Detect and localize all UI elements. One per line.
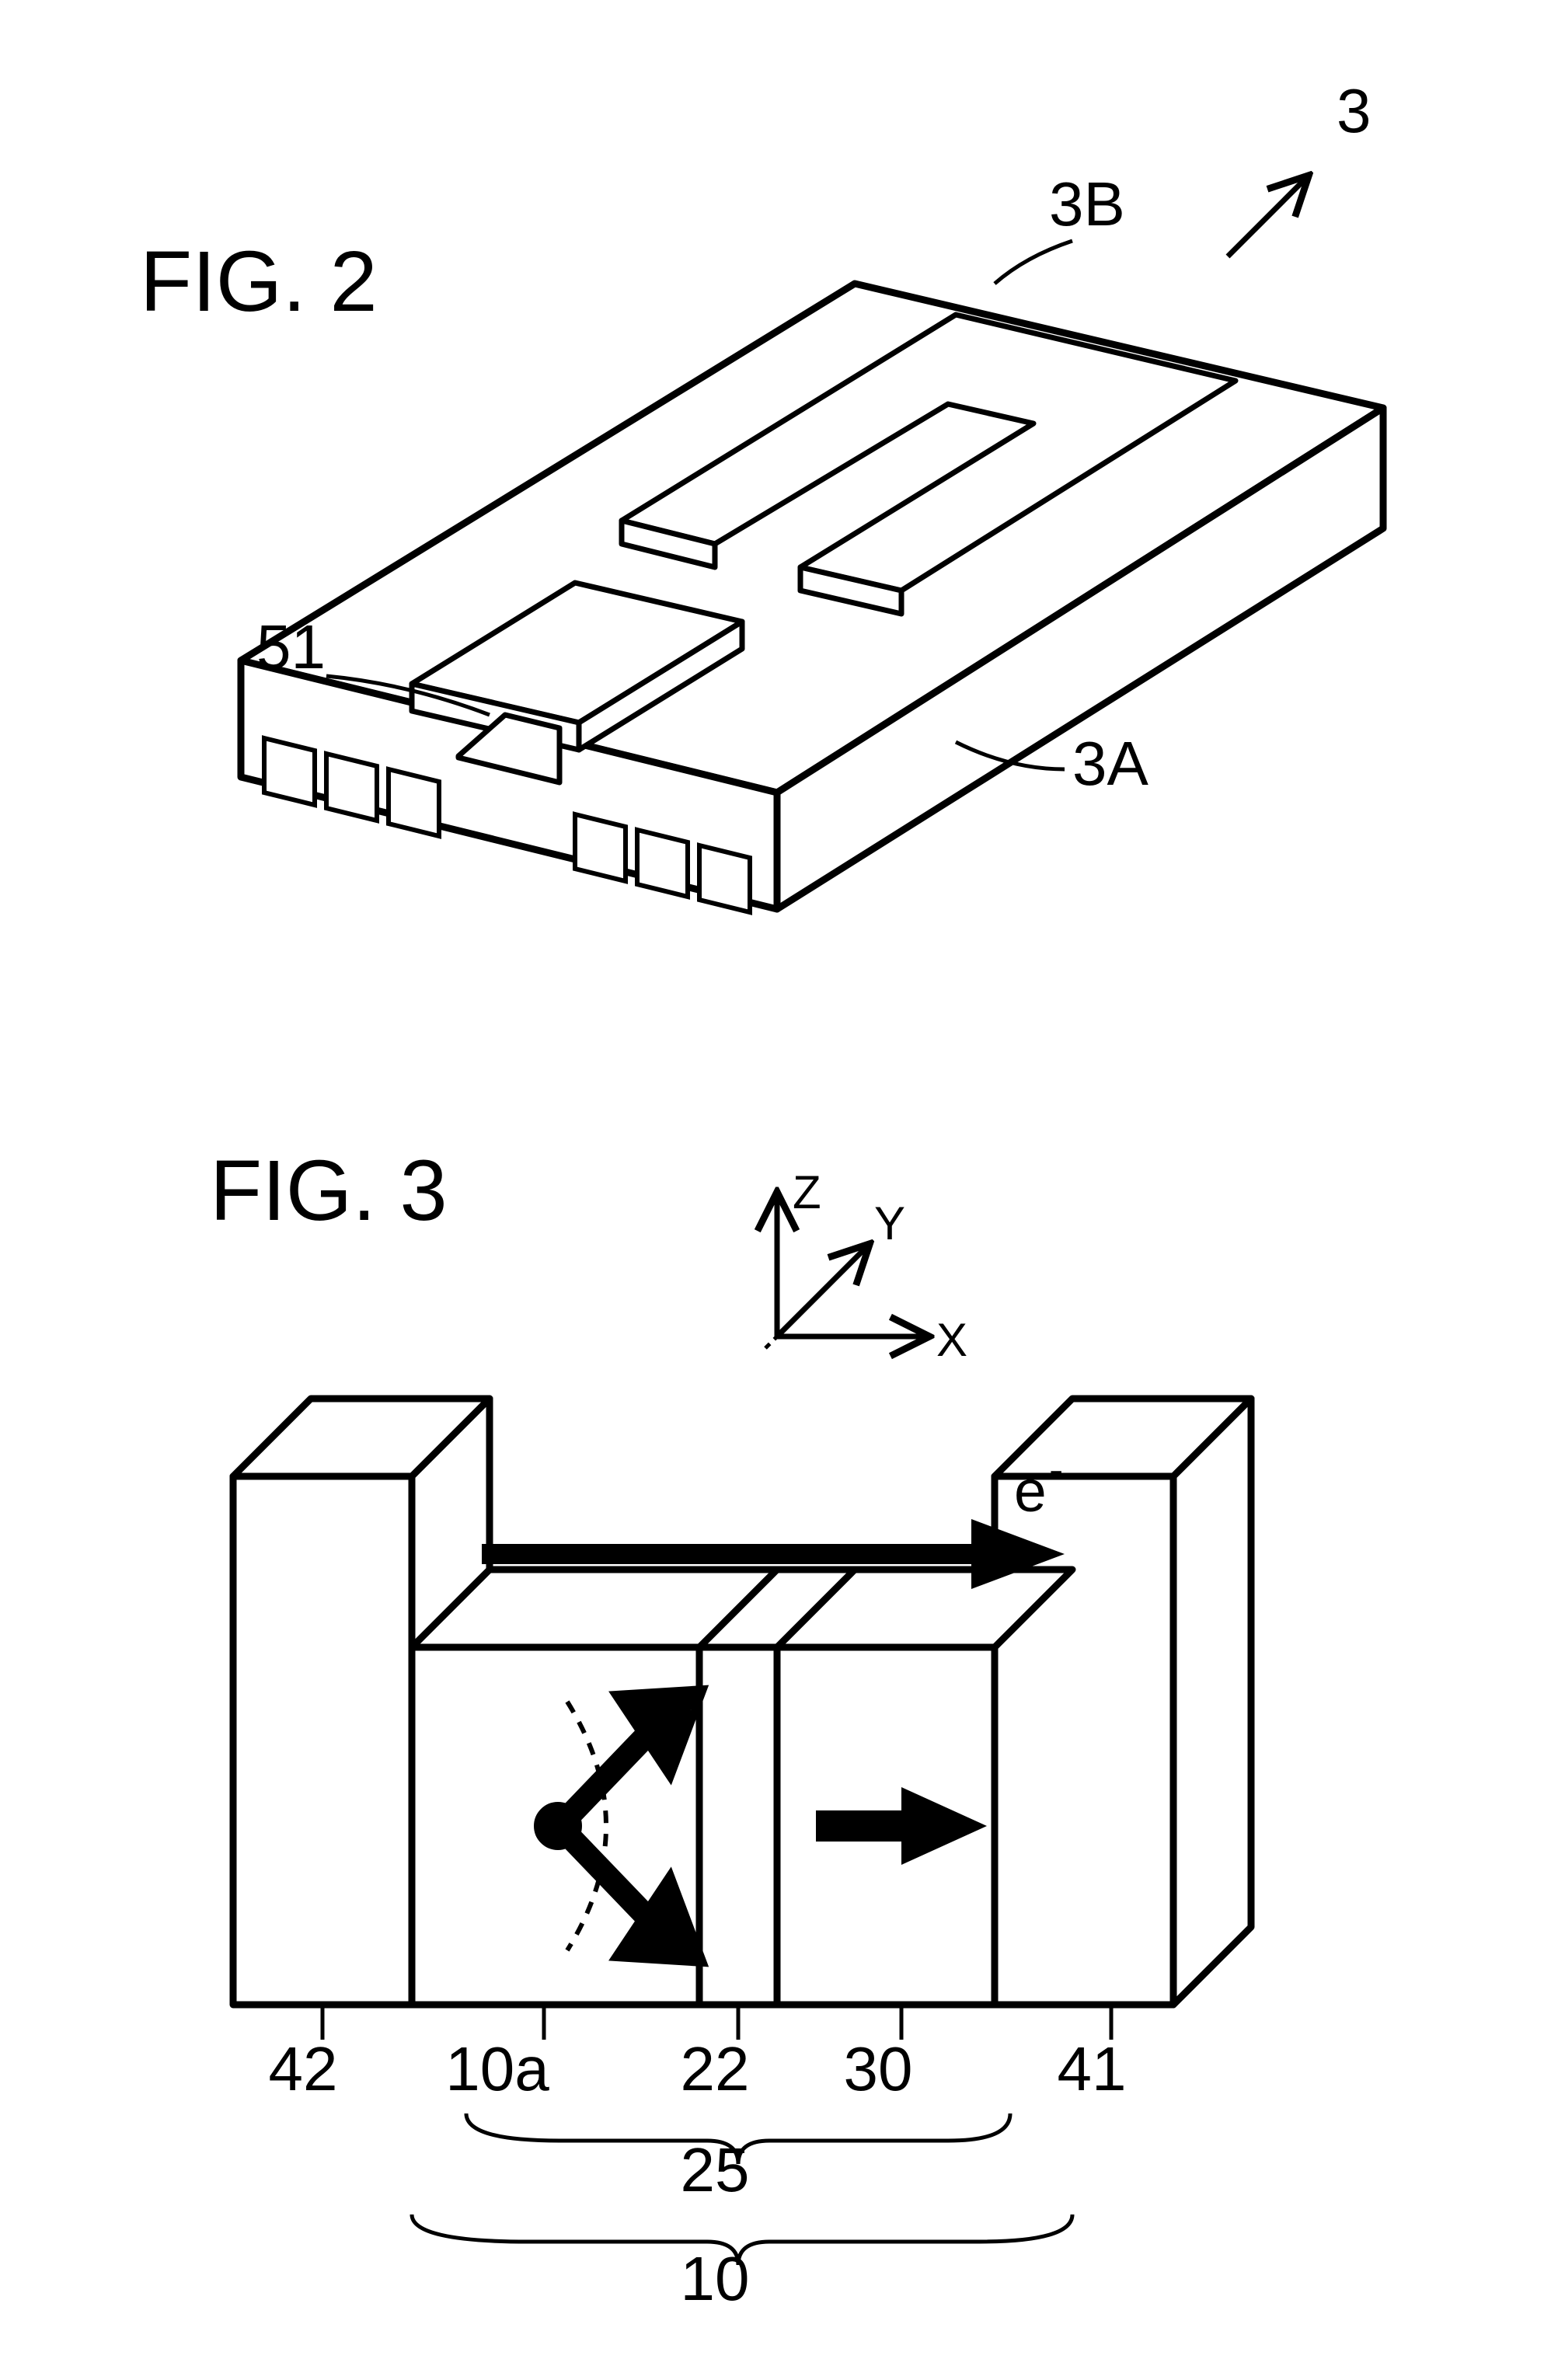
label-30: 30	[844, 2034, 913, 2103]
axis-x: X	[936, 1314, 967, 1366]
label-25: 25	[681, 2135, 750, 2204]
fig2-title: FIG. 2	[140, 234, 378, 329]
label-3A: 3A	[1072, 729, 1148, 798]
block-22	[699, 1647, 777, 2005]
label-22: 22	[681, 2034, 750, 2103]
label-41: 41	[1058, 2034, 1127, 2103]
figure-3: FIG. 3 Z Y X	[210, 1143, 1251, 2313]
axis-y: Y	[874, 1197, 905, 1249]
label-3B: 3B	[1049, 169, 1125, 239]
label-51: 51	[256, 612, 326, 681]
axis-z: Z	[793, 1166, 821, 1218]
label-42: 42	[269, 2034, 338, 2103]
fig3-title: FIG. 3	[210, 1143, 448, 1239]
electron-superscript: -	[1049, 1445, 1063, 1493]
figure-2: FIG. 2	[140, 76, 1383, 912]
technical-figure-svg: FIG. 2	[0, 0, 1558, 2380]
electron-label: e	[1014, 1458, 1047, 1524]
label-3: 3	[1337, 76, 1372, 145]
label-10a: 10a	[445, 2034, 549, 2103]
label-10: 10	[681, 2244, 750, 2313]
